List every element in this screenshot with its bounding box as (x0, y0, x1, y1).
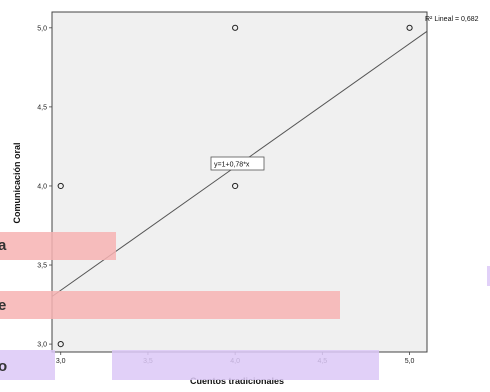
highlight-bar-4 (112, 350, 379, 380)
y-tick-label: 3,0 (37, 342, 47, 349)
highlight-bar-2 (0, 291, 340, 319)
y-axis-title: Comunicación oral (12, 142, 22, 223)
highlight-bar-1 (0, 232, 116, 260)
data-point-0 (57, 340, 64, 348)
side-label-o: o (0, 358, 7, 375)
y-tick-label: 5,0 (37, 25, 47, 32)
data-point-3 (232, 24, 239, 31)
x-tick-label: 5,0 (405, 358, 415, 365)
side-label-e: e (0, 297, 6, 314)
equation-annotation: y=1+0,78*x (210, 156, 265, 171)
y-tick-label: 4,5 (37, 104, 47, 111)
equation-label: y=1+0,78*x (214, 162, 250, 169)
y-tick-label: 4,0 (37, 183, 47, 190)
y-tick-label: 3,5 (37, 263, 47, 270)
x-tick-label: 3,0 (56, 358, 66, 365)
r2-label: R² Lineal = 0,682 (425, 16, 479, 23)
highlight-bar-3 (0, 350, 55, 380)
data-point-2 (232, 182, 239, 190)
x-axis-title: Cuentos tradicionales (190, 376, 284, 386)
side-label-a: a (0, 237, 7, 254)
highlight-sliver (487, 266, 490, 286)
data-point-1 (57, 182, 64, 190)
data-point-4 (406, 24, 413, 31)
